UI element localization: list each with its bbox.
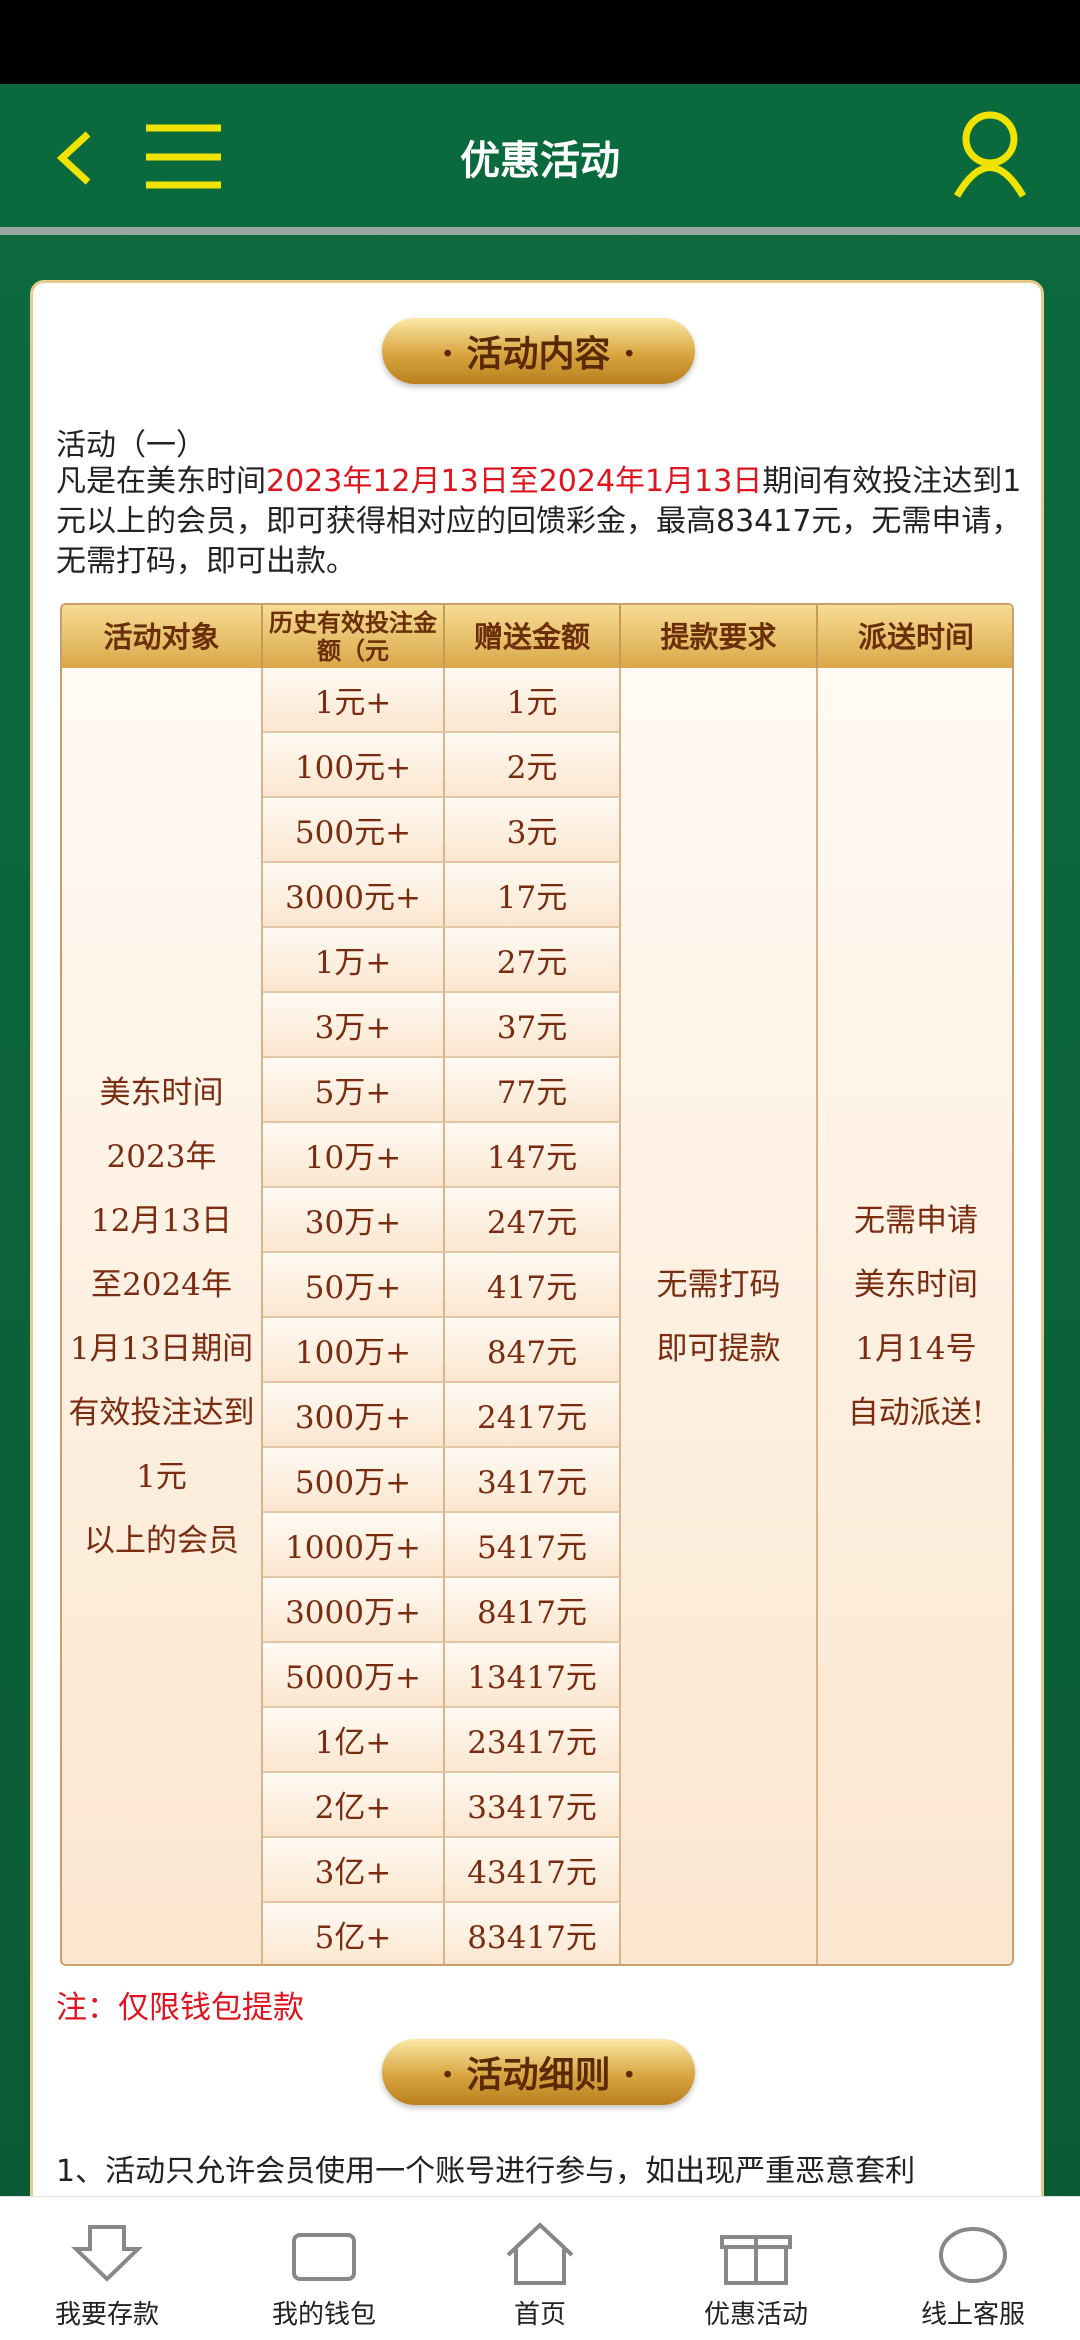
table-header: 历史有效投注金额（元 bbox=[263, 605, 445, 668]
back-icon[interactable] bbox=[56, 131, 91, 185]
nav-item[interactable]: 首页 bbox=[513, 2300, 566, 2330]
bonus-cell: 17元 bbox=[445, 863, 621, 928]
tier-cell: 30万+ bbox=[263, 1188, 445, 1253]
intro-heading: 活动（一） bbox=[56, 428, 206, 463]
nav-item[interactable]: 我的钱包 bbox=[271, 2300, 376, 2330]
bonus-cell: 37元 bbox=[445, 993, 621, 1058]
bonus-cell: 2元 bbox=[445, 733, 621, 798]
bonus-cell: 247元 bbox=[445, 1188, 621, 1253]
tier-cell: 2亿+ bbox=[263, 1773, 445, 1838]
section-title: · 活动细则 · bbox=[382, 2039, 695, 2105]
bonus-cell: 27元 bbox=[445, 928, 621, 993]
delivery-cell-line: 美东时间 bbox=[854, 1267, 978, 1303]
intro-date-range: 2023年12月13日至2024年1月13日 bbox=[266, 464, 763, 499]
tier-cell: 10万+ bbox=[263, 1123, 445, 1188]
bonus-cell: 417元 bbox=[445, 1253, 621, 1318]
tier-cell: 50万+ bbox=[263, 1253, 445, 1318]
bottom-nav bbox=[0, 2196, 1080, 2340]
tier-cell: 500万+ bbox=[263, 1448, 445, 1513]
bonus-cell: 33417元 bbox=[445, 1773, 621, 1838]
target-cell-line: 至2024年 bbox=[91, 1267, 232, 1303]
target-cell: 美东时间 2023年 12月13日 至2024年 1月13日期间 有效投注达到 1元以上的会… bbox=[62, 668, 263, 1964]
tier-cell: 1亿+ bbox=[263, 1708, 445, 1773]
bonus-cell: 43417元 bbox=[445, 1838, 621, 1903]
nav-item[interactable]: 优惠活动 bbox=[703, 2300, 808, 2330]
promo-icon bbox=[720, 2235, 792, 2285]
withdrawal-cell-line: 无需打码 bbox=[656, 1267, 781, 1303]
page-title: 优惠活动 bbox=[460, 138, 620, 184]
tier-cell: 500元+ bbox=[263, 798, 445, 863]
withdrawal-cell: 无需打码 即可提款 bbox=[621, 668, 818, 1964]
note: 注：仅限钱包提款 bbox=[56, 1990, 304, 2026]
deposit-icon bbox=[71, 2225, 143, 2282]
tier-cell: 100元+ bbox=[263, 733, 445, 798]
tier-cell: 1元+ bbox=[263, 668, 445, 733]
nav-item[interactable]: 线上客服 bbox=[920, 2300, 1025, 2330]
target-cell-line: 1月13日期间 bbox=[69, 1331, 254, 1367]
bonus-cell: 3417元 bbox=[445, 1448, 621, 1513]
target-cell-line: 12月13日 bbox=[91, 1203, 232, 1239]
table-header: 活动对象 bbox=[62, 605, 263, 668]
bonus-cell: 1元 bbox=[445, 668, 621, 733]
delivery-cell: 无需申请美东时间 1月14号自动派送! bbox=[818, 668, 1012, 1964]
nav-item[interactable]: 我要存款 bbox=[54, 2300, 159, 2330]
table-header: 提款要求 bbox=[621, 605, 818, 668]
tier-cell: 5亿+ bbox=[263, 1903, 445, 1964]
rule-text: 1、活动只允许会员使用一个账号进行参与，如出现严重恶意套利 bbox=[56, 2154, 916, 2189]
tier-cell: 3000元+ bbox=[263, 863, 445, 928]
bonus-cell: 83417元 bbox=[445, 1903, 621, 1964]
target-cell-line: 1元 bbox=[136, 1459, 187, 1495]
intro-text: 凡是在美东时间2023年12月13日至2024年1月13日期间有效投注达到1元以… bbox=[56, 462, 1026, 582]
target-cell-line: 以上的会员 bbox=[84, 1523, 239, 1559]
table-header: 赠送金额 bbox=[445, 605, 621, 668]
wallet-icon bbox=[292, 2233, 356, 2281]
bonus-cell: 5417元 bbox=[445, 1513, 621, 1578]
target-cell-line: 2023年 bbox=[106, 1139, 217, 1175]
app-header: 优惠活动 bbox=[0, 84, 1080, 227]
bonus-cell: 147元 bbox=[445, 1123, 621, 1188]
tier-cell: 3000万+ bbox=[263, 1578, 445, 1643]
tier-cell: 3万+ bbox=[263, 993, 445, 1058]
service-icon bbox=[939, 2227, 1007, 2283]
bonus-cell: 847元 bbox=[445, 1318, 621, 1383]
delivery-cell-line: 无需申请 bbox=[854, 1203, 978, 1239]
nav-icons bbox=[71, 2222, 1007, 2285]
withdrawal-cell-line: 即可提款 bbox=[656, 1331, 781, 1367]
bonus-cell: 2417元 bbox=[445, 1383, 621, 1448]
tier-cell: 5000万+ bbox=[263, 1643, 445, 1708]
tier-cell: 300万+ bbox=[263, 1383, 445, 1448]
tier-cell: 1万+ bbox=[263, 928, 445, 993]
intro-text-part: 凡是在美东时间 bbox=[56, 464, 266, 499]
tier-cell: 1000万+ bbox=[263, 1513, 445, 1578]
bonus-cell: 8417元 bbox=[445, 1578, 621, 1643]
table-header: 派送时间 bbox=[818, 605, 1012, 668]
bonus-cell: 23417元 bbox=[445, 1708, 621, 1773]
menu-icon[interactable] bbox=[146, 124, 221, 189]
bonus-cell: 77元 bbox=[445, 1058, 621, 1123]
reward-table: 活动对象 历史有效投注金额（元 赠送金额 提款要求 派送时间美东时间 2023年 12月13… bbox=[60, 603, 1014, 1966]
user-icon[interactable] bbox=[953, 111, 1027, 198]
intro-text-part: 期间有效投注达到1元以上的会员，即可获得相对应的回馈彩金，最高83417元，无需… bbox=[56, 464, 1022, 579]
header-icons bbox=[56, 111, 1027, 198]
delivery-cell-line: 自动派送! bbox=[847, 1395, 985, 1431]
divider bbox=[0, 227, 1080, 235]
target-cell-line: 美东时间 bbox=[99, 1075, 224, 1111]
tier-cell: 100万+ bbox=[263, 1318, 445, 1383]
home-icon bbox=[506, 2222, 574, 2285]
tier-cell: 5万+ bbox=[263, 1058, 445, 1123]
bonus-cell: 3元 bbox=[445, 798, 621, 863]
status-bar bbox=[0, 0, 1080, 84]
bonus-cell: 13417元 bbox=[445, 1643, 621, 1708]
delivery-cell-line: 1月14号 bbox=[855, 1331, 977, 1367]
target-cell-line: 有效投注达到 bbox=[68, 1395, 255, 1431]
section-title: · 活动内容 · bbox=[382, 318, 695, 384]
tier-cell: 3亿+ bbox=[263, 1838, 445, 1903]
